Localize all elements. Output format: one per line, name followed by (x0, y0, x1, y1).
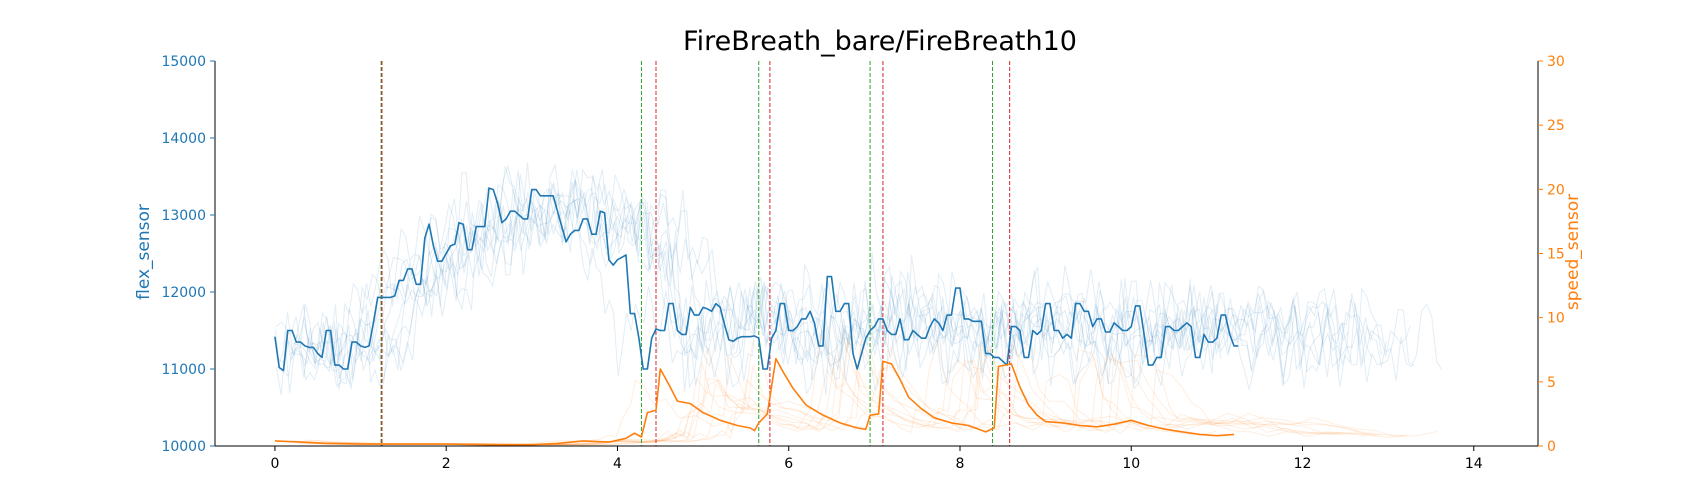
y-tick-label-right: 0 (1547, 439, 1556, 455)
y-tick-label-left: 11000 (161, 362, 206, 378)
y-tick-label-right: 30 (1547, 54, 1565, 70)
y-tick-label-right: 25 (1547, 118, 1565, 134)
background-flex-trace (274, 165, 1222, 390)
x-tick-label: 6 (784, 456, 793, 472)
y-axis-label-left: flex_sensor (134, 204, 154, 300)
background-speed-trace (299, 332, 1409, 446)
background-speed-trace (297, 332, 1367, 446)
y-tick-label-left: 14000 (161, 131, 206, 147)
background-speed-trace (293, 342, 1437, 446)
speed_sensor-line (274, 357, 1235, 446)
background-flex-trace (275, 164, 1349, 390)
x-tick-label: 0 (270, 456, 279, 472)
y-tick-label-right: 5 (1547, 375, 1556, 391)
background-speed-trace (290, 346, 1382, 446)
y-tick-label-right: 10 (1547, 311, 1565, 327)
y-tick-label-right: 15 (1547, 247, 1565, 263)
background-speed-trace (300, 340, 1377, 446)
background-flex-trace (284, 169, 1344, 395)
x-tick-label: 2 (442, 456, 451, 472)
axes: 0 2 4 6 8 10 12 14 10000 11000 12000 13000 14000 1500… (161, 54, 1564, 472)
background-trials (274, 162, 1443, 446)
background-flex-trace (277, 181, 1372, 388)
x-tick-label: 8 (956, 456, 965, 472)
y-tick-label-left: 13000 (161, 208, 206, 224)
series-lines (274, 187, 1239, 446)
background-flex-trace (277, 183, 1415, 389)
x-tick-label: 4 (613, 456, 622, 472)
chart-title: FireBreath_bare/FireBreath10 (683, 26, 1077, 57)
event-markers (380, 61, 1011, 446)
background-flex-trace (290, 168, 1387, 386)
x-tick-label: 14 (1465, 456, 1483, 472)
background-speed-trace (297, 340, 1217, 446)
background-speed-trace (309, 332, 1287, 446)
background-flex-trace (293, 174, 1443, 391)
x-tick-label: 12 (1294, 456, 1312, 472)
flex_sensor-line (274, 187, 1239, 372)
y-tick-label-left: 15000 (161, 54, 206, 70)
y-tick-label-left: 10000 (161, 439, 206, 455)
background-speed-trace (290, 348, 1344, 446)
background-flex-trace (275, 169, 1382, 395)
y-axis-label-right: speed_sensor (1563, 194, 1583, 310)
y-tick-label-left: 12000 (161, 285, 206, 301)
y-tick-label-right: 20 (1547, 182, 1565, 198)
background-flex-trace (303, 163, 1411, 386)
background-speed-trace (304, 344, 1406, 446)
x-tick-label: 10 (1122, 456, 1140, 472)
